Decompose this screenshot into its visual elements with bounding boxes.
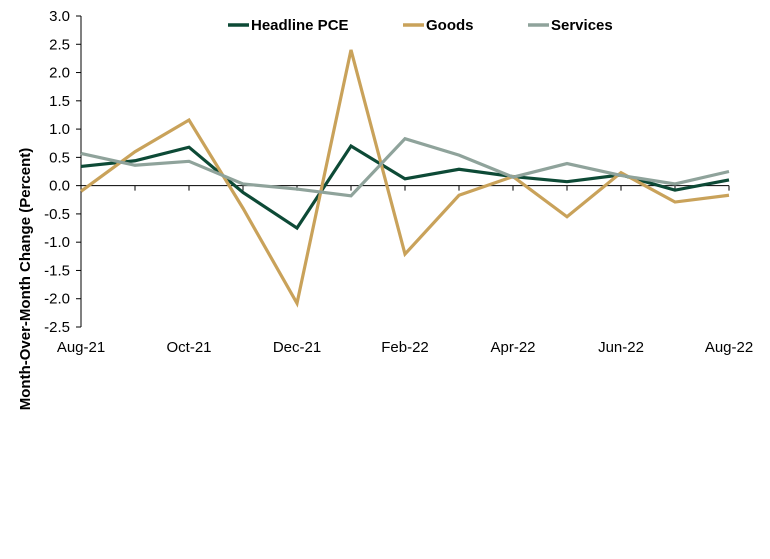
series-line-goods	[80, 49, 730, 308]
y-tick-label: 1.5	[49, 93, 70, 110]
y-tick-label: 0.0	[49, 178, 70, 195]
y-tick-label: 1.0	[49, 121, 70, 138]
series-lines	[80, 49, 730, 308]
y-tick-label: -2.0	[44, 291, 70, 308]
x-tick-label: Aug-22	[705, 339, 753, 356]
legend-label-goods: Goods	[426, 17, 474, 34]
series-line-services	[80, 136, 730, 198]
y-tick-label: 2.5	[49, 36, 70, 53]
y-tick-label: 2.0	[49, 65, 70, 82]
x-tick-label: Dec-21	[273, 339, 321, 356]
y-tick-label: -0.5	[44, 206, 70, 223]
legend: Headline PCE Goods Services	[228, 17, 613, 34]
x-axis-ticks: Aug-21 Oct-21 Dec-21 Feb-22 Apr-22 Jun-22 Aug-…	[57, 185, 753, 356]
y-axis-title: Month-Over-Month Change (Percent)	[17, 148, 34, 411]
y-tick-label: -2.5	[44, 319, 70, 336]
y-tick-label: 3.0	[49, 8, 70, 25]
x-tick-label: Jun-22	[598, 339, 644, 356]
x-tick-label: Feb-22	[381, 339, 429, 356]
legend-label-headline-pce: Headline PCE	[251, 17, 349, 34]
y-tick-label: -1.0	[44, 234, 70, 251]
x-tick-label: Aug-21	[57, 339, 105, 356]
y-tick-label: 0.5	[49, 149, 70, 166]
legend-label-services: Services	[551, 17, 613, 34]
x-tick-label: Oct-21	[166, 339, 211, 356]
y-tick-label: -1.5	[44, 262, 70, 279]
x-tick-label: Apr-22	[490, 339, 535, 356]
y-axis-ticks: 3.0 2.5 2.0 1.5 1.0 0.5 0.0 -0.5 -1.0 -1.5 -2.0 -2.…	[44, 8, 81, 336]
